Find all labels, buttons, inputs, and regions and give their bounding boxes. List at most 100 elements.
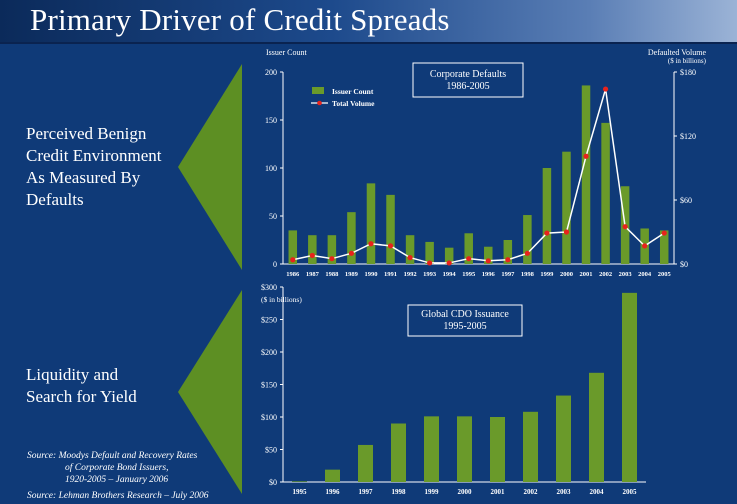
x-tick-label: 2004 xyxy=(638,271,652,278)
volume-point xyxy=(661,230,667,236)
y-tick-label: 200 xyxy=(265,68,277,77)
y-tick-label: 0 xyxy=(273,260,277,269)
x-tick-label: 1996 xyxy=(482,271,496,278)
bar xyxy=(542,168,552,264)
chart-subtitle: 1986-2005 xyxy=(446,81,489,92)
bar xyxy=(391,423,406,482)
x-tick-label: 1992 xyxy=(404,271,417,278)
x-tick-label: 1999 xyxy=(425,488,440,496)
x-tick-label: 1989 xyxy=(345,271,359,278)
side-label-line: Liquidity and xyxy=(26,365,119,384)
volume-point xyxy=(544,230,550,236)
x-tick-label: 2004 xyxy=(590,488,605,496)
bar xyxy=(659,230,669,264)
bar xyxy=(503,240,513,264)
volume-point xyxy=(427,260,433,266)
chart-title: Global CDO Issuance xyxy=(421,309,509,320)
volume-point xyxy=(642,243,648,249)
y-axis-label: Issuer Count xyxy=(266,48,307,57)
volume-point xyxy=(290,257,296,263)
source-line: Source: Moodys Default and Recovery Rate… xyxy=(27,451,198,461)
y-tick-label: $50 xyxy=(265,446,277,455)
side-label-line: Credit Environment xyxy=(26,146,162,165)
source-moodys: Source: Moodys Default and Recovery Rate… xyxy=(27,450,197,486)
legend-label: Total Volume xyxy=(332,99,375,108)
title-banner xyxy=(0,0,737,44)
x-tick-label: 1991 xyxy=(384,271,397,278)
bar xyxy=(358,444,373,482)
page-title: Primary Driver of Credit Spreads xyxy=(30,2,450,37)
volume-point xyxy=(583,153,589,159)
y-right-tick-label: $60 xyxy=(680,196,692,205)
volume-point xyxy=(505,257,511,263)
side-label-line: Defaults xyxy=(26,190,84,209)
bar xyxy=(562,151,571,264)
volume-point xyxy=(485,258,491,264)
bar xyxy=(405,235,415,264)
bar xyxy=(601,122,610,264)
y-tick-label: 100 xyxy=(265,164,277,173)
x-tick-label: 2000 xyxy=(560,271,573,278)
volume-point xyxy=(348,250,355,256)
title-box xyxy=(412,62,524,98)
x-tick-label: 2000 xyxy=(458,488,473,496)
x-tick-label: 2002 xyxy=(599,271,612,278)
y-right-axis-label: ($ in billions) xyxy=(668,57,707,65)
bar xyxy=(325,469,340,482)
y-right-tick-label: $0 xyxy=(680,260,688,269)
bar xyxy=(424,416,439,482)
bar xyxy=(347,212,356,264)
source-line: of Corporate Bond Issuers, xyxy=(65,463,169,473)
y-tick-label: $300 xyxy=(261,283,277,292)
x-tick-label: 1987 xyxy=(306,271,320,278)
x-tick-label: 1986 xyxy=(286,271,300,278)
x-tick-label: 2003 xyxy=(619,271,633,278)
x-tick-label: 2003 xyxy=(557,488,572,496)
volume-point xyxy=(466,256,472,262)
volume-point xyxy=(602,86,609,92)
volume-point xyxy=(309,252,315,259)
side-label-line: Search for Yield xyxy=(26,387,137,406)
y-tick-label: $200 xyxy=(261,348,277,357)
side-label-line: Perceived Benign xyxy=(26,124,147,143)
x-tick-label: 2002 xyxy=(524,488,539,496)
x-tick-label: 1997 xyxy=(359,488,374,496)
bar xyxy=(327,235,337,264)
volume-point xyxy=(446,260,452,266)
x-tick-label: 1998 xyxy=(521,271,535,278)
x-tick-label: 1988 xyxy=(325,271,339,278)
bar xyxy=(457,416,472,482)
bar xyxy=(490,417,505,482)
bar xyxy=(386,194,395,264)
bar xyxy=(292,481,307,482)
chart-subtitle: 1995-2005 xyxy=(443,321,486,332)
x-tick-label: 2001 xyxy=(491,488,506,496)
volume-point xyxy=(524,250,530,256)
y-right-tick-label: $120 xyxy=(680,132,696,141)
bar xyxy=(523,215,532,264)
bar xyxy=(366,183,376,264)
volume-point xyxy=(329,256,335,262)
x-tick-label: 1997 xyxy=(501,271,515,278)
bar xyxy=(556,395,571,482)
volume-point xyxy=(622,224,628,230)
x-tick-label: 1993 xyxy=(423,271,437,278)
x-tick-label: 1998 xyxy=(392,488,407,496)
legend-label: Issuer Count xyxy=(332,87,374,96)
bar xyxy=(425,241,434,264)
bar xyxy=(484,246,493,264)
x-tick-label: 1995 xyxy=(293,488,308,496)
y-tick-label: 50 xyxy=(269,212,277,221)
bar xyxy=(581,85,591,264)
title-box xyxy=(407,304,523,337)
side-label-line: As Measured By xyxy=(26,168,141,187)
source-lehman: Source: Lehman Brothers Research – July … xyxy=(27,491,209,501)
bar xyxy=(523,411,538,482)
x-tick-label: 1990 xyxy=(364,271,377,278)
side-label-defaults: Perceived Benign Credit Environment As M… xyxy=(26,123,162,211)
volume-line xyxy=(292,88,665,264)
y-right-axis-label: Defaulted Volume xyxy=(648,48,707,57)
